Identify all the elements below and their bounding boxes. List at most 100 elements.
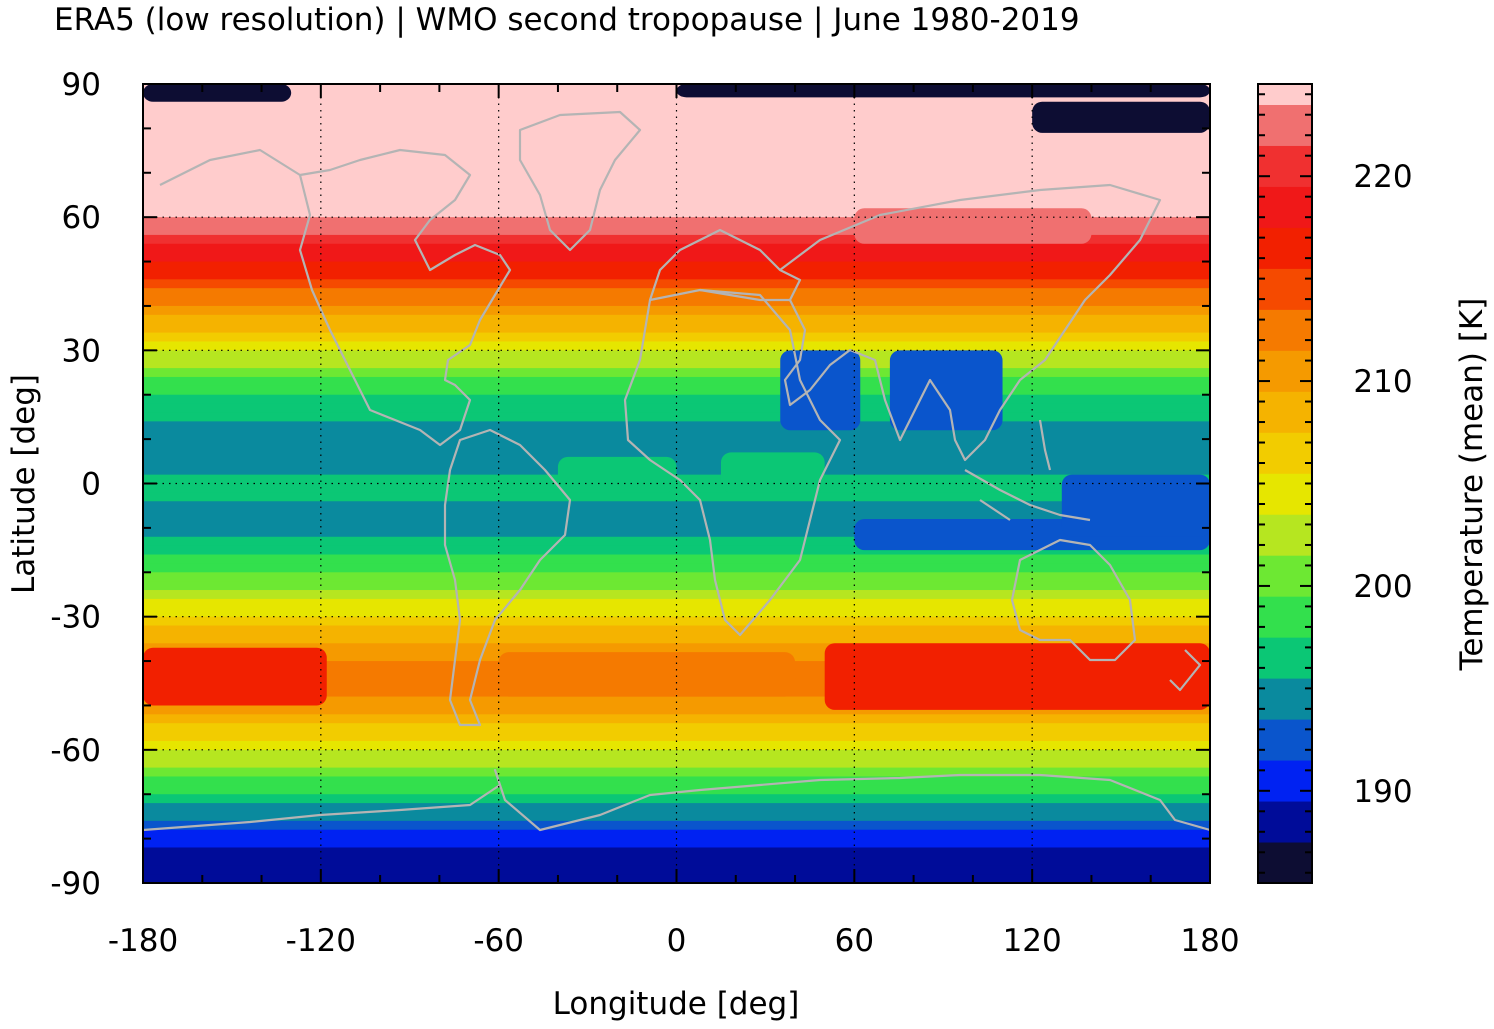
colorbar-swatch xyxy=(1258,719,1312,761)
colorbar-swatch xyxy=(1258,227,1312,269)
heatmap-band xyxy=(143,323,1210,334)
heatmap-band xyxy=(143,172,1210,183)
heatmap-band xyxy=(143,208,1210,218)
heatmap-band xyxy=(143,199,1210,209)
colorbar-swatch xyxy=(1258,473,1312,515)
heatmap-band xyxy=(143,634,1210,644)
coastlines xyxy=(143,110,1210,832)
y-tick-label: -90 xyxy=(50,866,101,902)
heatmap-band xyxy=(143,838,1210,849)
heatmap-band xyxy=(143,421,1210,431)
heatmap-region-asian-monsoon-east xyxy=(889,350,1003,431)
heatmap-region-arctic-pole-dark-east xyxy=(676,84,1210,98)
x-tick-label: -120 xyxy=(286,923,356,959)
colorbar-swatch xyxy=(1258,350,1312,392)
colorbar-tick-labels: 220 210 200 190 xyxy=(1353,159,1412,810)
x-tick-label: -60 xyxy=(473,923,524,959)
heatmap-band xyxy=(143,332,1210,343)
colorbar-swatch xyxy=(1258,801,1312,843)
heatmap-band xyxy=(143,829,1210,840)
heatmap-band xyxy=(143,128,1210,138)
colorbar-tick-label: 190 xyxy=(1353,774,1412,810)
x-tick-label: 120 xyxy=(1003,923,1062,959)
heatmap-band xyxy=(143,376,1210,387)
coastline-new-zealand xyxy=(1169,649,1202,692)
heatmap-band xyxy=(143,696,1210,707)
y-tick-label: 60 xyxy=(62,200,101,236)
x-tick-label: -180 xyxy=(108,923,178,959)
y-tick-label: -60 xyxy=(50,733,101,769)
colorbar-swatch xyxy=(1258,391,1312,433)
heatmap-band xyxy=(143,305,1210,316)
colorbar-tick-label: 210 xyxy=(1353,364,1412,400)
coastline-europe xyxy=(648,228,802,302)
chart-title: ERA5 (low resolution) | WMO second tropo… xyxy=(54,2,1080,38)
heatmap-band xyxy=(143,430,1210,440)
heatmap-band xyxy=(143,572,1210,582)
heatmap-band xyxy=(143,714,1210,724)
heatmap-band xyxy=(143,394,1210,405)
x-tick-label: 60 xyxy=(835,923,874,959)
colorbar-swatch xyxy=(1258,596,1312,638)
heatmap-band xyxy=(143,510,1210,520)
heatmap-band xyxy=(143,803,1210,813)
colorbar-swatch xyxy=(1258,309,1312,351)
heatmap-band xyxy=(143,811,1210,822)
heatmap-band xyxy=(143,137,1210,147)
heatmap-band xyxy=(143,705,1210,715)
colorbar-swatch xyxy=(1258,268,1312,310)
y-tick-label: -30 xyxy=(50,600,101,636)
x-tick-label: 0 xyxy=(667,923,687,959)
heatmap-band xyxy=(143,607,1210,618)
colorbar-tick-label: 220 xyxy=(1353,159,1412,195)
heatmap-band xyxy=(143,234,1210,245)
y-tick-label: 90 xyxy=(62,67,101,103)
heatmap-band xyxy=(143,598,1210,609)
heatmap-band xyxy=(143,146,1210,156)
colorbar-ticks xyxy=(1258,93,1312,874)
heatmap-band xyxy=(143,110,1210,121)
heatmap-band xyxy=(143,270,1210,280)
heatmap-band xyxy=(143,314,1210,325)
heatmap-band xyxy=(143,767,1210,778)
heatmap-region-south-pacific-jet xyxy=(143,647,327,706)
heatmap-band xyxy=(143,794,1210,804)
y-axis-title: Latitude [deg] xyxy=(6,374,42,594)
colorbar-swatch xyxy=(1258,186,1312,228)
heatmap-band xyxy=(143,616,1210,627)
heatmap-band xyxy=(143,226,1210,236)
heatmap-band xyxy=(143,350,1210,360)
heatmap-band xyxy=(143,439,1210,449)
colorbar-swatch xyxy=(1258,555,1312,597)
heatmap-band xyxy=(143,856,1210,866)
x-tick-labels: -180 -120 -60 0 60 120 180 xyxy=(108,923,1240,959)
colorbar-swatch xyxy=(1258,145,1312,187)
x-axis-title: Longitude [deg] xyxy=(553,986,800,1022)
heatmap-region-equatorial-green-atlantic xyxy=(557,456,677,493)
heatmap-band xyxy=(143,590,1210,600)
heatmap-band xyxy=(143,412,1210,422)
heatmap-band xyxy=(143,492,1210,502)
colorbar-title: Temperature (mean) [K] xyxy=(1454,298,1490,672)
heatmap-band xyxy=(143,279,1210,289)
coastline-asia xyxy=(779,183,1162,462)
heatmap-band xyxy=(143,341,1210,351)
colorbar-swatch xyxy=(1258,432,1312,474)
heatmap-band xyxy=(143,101,1210,112)
colorbar-swatch xyxy=(1258,514,1312,556)
heatmap-band xyxy=(143,368,1210,378)
colorbar-swatch xyxy=(1258,637,1312,679)
heatmap-band xyxy=(143,155,1210,165)
x-tick-label: 180 xyxy=(1180,923,1239,959)
heatmap-region-arctic-pole-dark xyxy=(143,84,292,102)
heatmap-band xyxy=(143,785,1210,795)
y-tick-label: 30 xyxy=(62,333,101,369)
heatmap-region-south-atlantic-band xyxy=(498,652,796,697)
heatmap-band xyxy=(143,297,1210,307)
heatmap-region-south-indian-jet xyxy=(824,643,1210,710)
colorbar-swatch xyxy=(1258,104,1312,146)
coastline-australia xyxy=(1010,538,1137,662)
grid-lines xyxy=(143,84,1210,883)
heatmap-region-western-pacific-blue xyxy=(1061,474,1210,537)
